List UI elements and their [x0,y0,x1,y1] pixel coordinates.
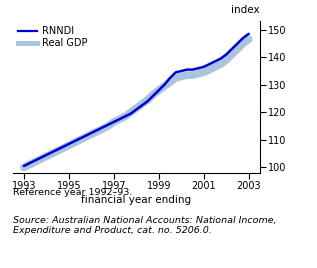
Text: index: index [231,5,260,15]
Legend: RNNDI, Real GDP: RNNDI, Real GDP [17,26,87,48]
Text: Reference year 1992–93.: Reference year 1992–93. [13,188,132,197]
X-axis label: financial year ending: financial year ending [81,195,191,205]
Text: Source: Australian National Accounts: National Income,
Expenditure and Product, : Source: Australian National Accounts: Na… [13,216,276,235]
